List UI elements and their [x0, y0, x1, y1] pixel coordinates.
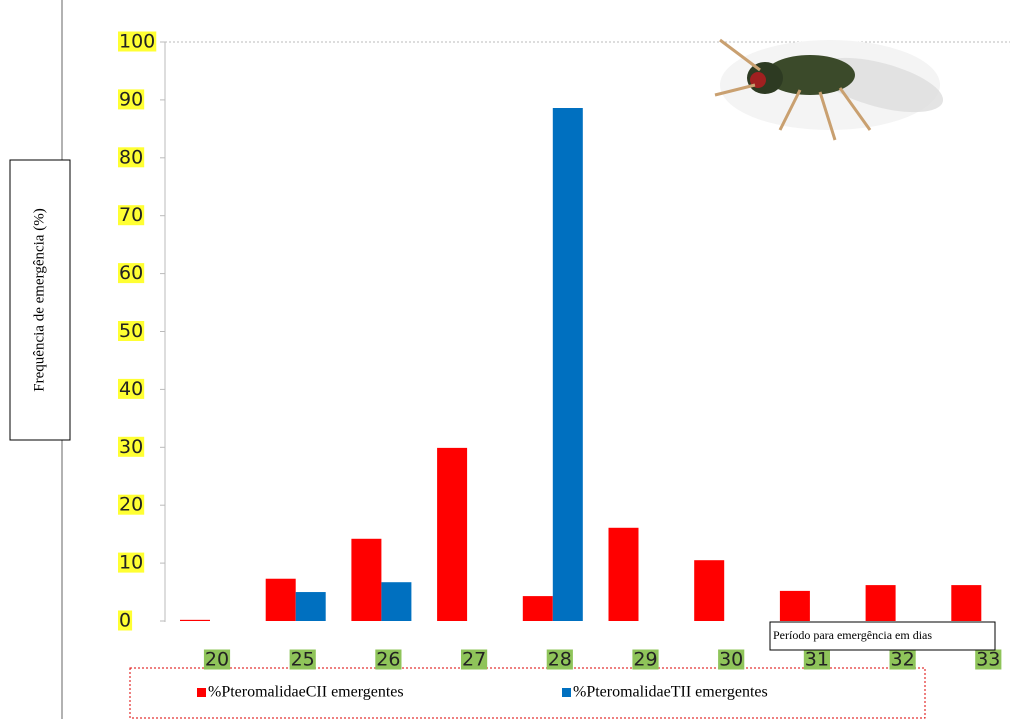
- label-highlight: [375, 649, 402, 670]
- legend-swatch: [562, 688, 571, 697]
- y-tick-label: 70: [119, 204, 143, 226]
- x-tick-label: 29: [633, 649, 657, 671]
- bar: [351, 538, 382, 621]
- y-axis-label: Frequência de emergência (%): [31, 208, 47, 391]
- x-tick-label: 25: [291, 649, 315, 671]
- label-highlight: [118, 494, 145, 515]
- bar: [265, 578, 296, 621]
- legend-box: [129, 667, 926, 719]
- label-highlight: [632, 649, 659, 670]
- legend-label: %PteromalidaeTII emergentes: [573, 684, 768, 701]
- y-tick-label: 10: [119, 552, 143, 574]
- wasp-photo: [714, 38, 944, 141]
- y-tick-label: 100: [119, 31, 155, 53]
- label-highlight: [118, 263, 145, 284]
- y-tick-label: 60: [119, 262, 143, 284]
- label-highlight: [118, 31, 157, 52]
- label-highlight: [461, 649, 488, 670]
- y-tick-label: 50: [119, 320, 143, 342]
- bar: [295, 592, 326, 621]
- x-tick-label: 31: [805, 649, 829, 671]
- bar: [694, 560, 725, 621]
- bar: [180, 619, 210, 621]
- label-highlight: [803, 649, 830, 670]
- y-tick-label: 80: [119, 146, 143, 168]
- y-tick-label: 90: [119, 88, 143, 110]
- label-highlight: [118, 321, 145, 341]
- bar: [522, 596, 553, 621]
- label-highlight: [118, 610, 133, 631]
- label-highlight: [289, 649, 316, 670]
- x-tick-label: 20: [205, 649, 229, 671]
- label-highlight: [118, 436, 145, 457]
- bar: [552, 108, 583, 622]
- x-tick-label: 26: [376, 649, 400, 671]
- label-highlight: [118, 147, 145, 168]
- legend-label: %PteromalidaeCII emergentes: [208, 684, 404, 701]
- bar: [865, 585, 896, 621]
- x-label-box: [769, 621, 996, 651]
- x-tick-label: 28: [548, 649, 572, 671]
- x-tick-label: 30: [719, 649, 743, 671]
- label-highlight: [203, 649, 231, 670]
- x-axis-label: Período para emergência em dias: [773, 628, 932, 642]
- bar: [437, 447, 468, 621]
- label-highlight: [118, 89, 145, 110]
- x-tick-label: 32: [891, 649, 915, 671]
- x-tick-label: 33: [976, 649, 1000, 671]
- y-tick-label: 40: [119, 378, 143, 400]
- bar: [779, 590, 810, 621]
- plot: 0 10 20 30 40 50 60 70 80 90 100 20 25 26 27 28 29 30 31 32…: [118, 31, 1002, 701]
- label-highlight: [118, 552, 145, 573]
- bar: [951, 585, 982, 621]
- bar: [381, 582, 412, 621]
- label-highlight: [546, 649, 573, 670]
- x-tick-label: 27: [462, 649, 486, 671]
- bar: [608, 527, 639, 621]
- label-highlight: [975, 649, 1002, 670]
- label-highlight: [118, 378, 145, 399]
- y-tick-label: 20: [119, 494, 143, 516]
- label-highlight: [118, 205, 145, 226]
- y-tick-label: 30: [119, 436, 143, 458]
- y-label-box: [9, 159, 71, 441]
- y-tick-label: 0: [119, 610, 131, 632]
- legend-swatch: [197, 688, 206, 697]
- label-highlight: [889, 649, 916, 670]
- label-highlight: [718, 649, 745, 670]
